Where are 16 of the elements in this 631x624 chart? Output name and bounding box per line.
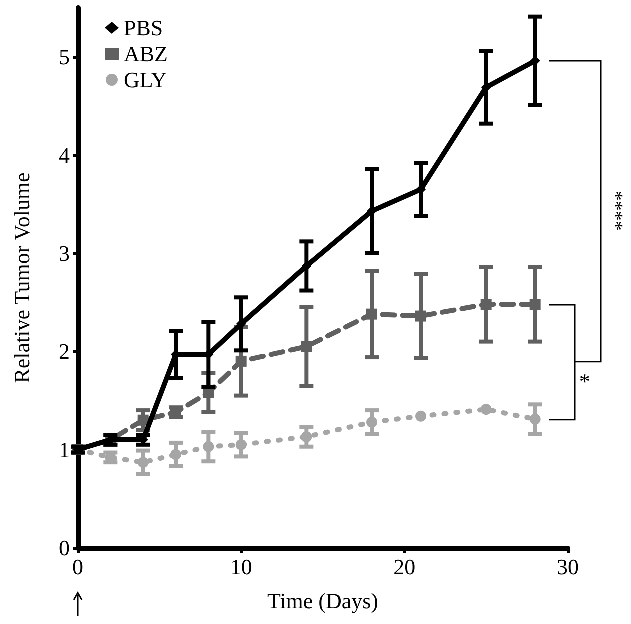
y-axis-title: Relative Tumor Volume xyxy=(10,172,34,384)
y-tick-label: 4 xyxy=(59,142,70,168)
y-tick-label: 3 xyxy=(59,240,70,266)
text: **** xyxy=(603,191,626,232)
legend-label: ABZ xyxy=(124,42,168,66)
y-tick-label: 2 xyxy=(59,339,70,364)
legend-label: PBS xyxy=(124,16,164,40)
y-tick-label: 1 xyxy=(59,437,70,462)
x-tick-label: 10 xyxy=(230,554,252,580)
x-axis-title: Time (Days) xyxy=(267,588,379,614)
legend-label: GLY xyxy=(124,68,168,92)
y-tick-label: 5 xyxy=(59,44,70,70)
x-tick-label: 30 xyxy=(557,554,579,580)
y-tick-label: 0 xyxy=(59,536,70,560)
x-tick-label: 20 xyxy=(394,554,416,580)
text: * xyxy=(579,368,590,395)
